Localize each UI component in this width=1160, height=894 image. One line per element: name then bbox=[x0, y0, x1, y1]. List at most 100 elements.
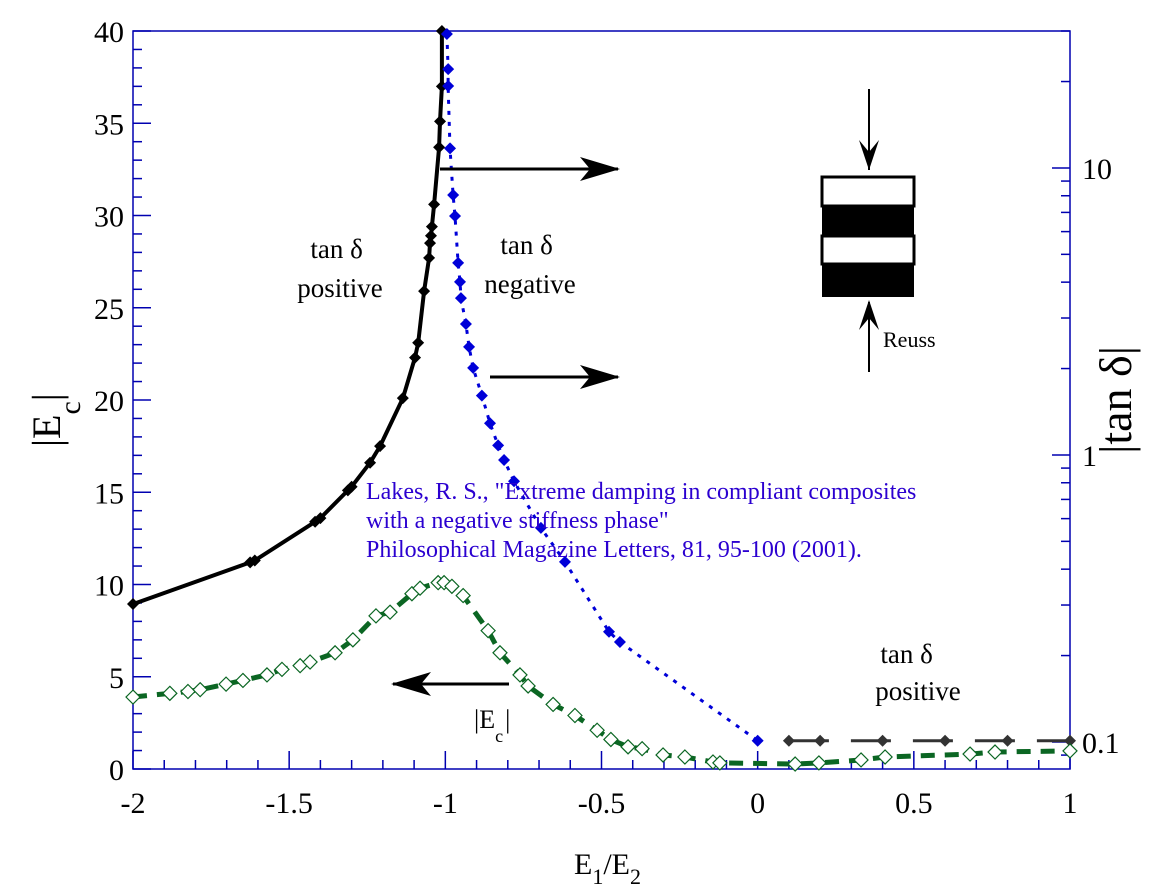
reuss-layer-white-1 bbox=[820, 175, 916, 208]
data-point-marker bbox=[368, 608, 384, 624]
data-point-marker bbox=[814, 734, 827, 747]
data-point-marker bbox=[613, 635, 626, 648]
x-tick-label: 0.5 bbox=[895, 787, 933, 820]
data-point-marker bbox=[475, 389, 488, 402]
x-tick-label: -0.5 bbox=[578, 787, 626, 820]
data-point-marker bbox=[259, 667, 275, 683]
y-left-tick-label: 10 bbox=[94, 570, 124, 603]
annotation-tan-positive-left: tan δ positive bbox=[297, 234, 383, 303]
data-point-marker bbox=[442, 79, 455, 92]
data-point-marker bbox=[455, 587, 471, 604]
data-point-marker bbox=[382, 604, 398, 621]
data-point-marker bbox=[534, 521, 547, 534]
data-point-marker bbox=[424, 237, 437, 250]
data-point-marker bbox=[425, 220, 438, 233]
data-point-marker bbox=[274, 661, 290, 678]
y-left-tick-label: 35 bbox=[94, 108, 124, 141]
data-point-marker bbox=[440, 27, 453, 40]
data-point-marker bbox=[520, 678, 536, 694]
data-point-marker bbox=[620, 739, 636, 755]
data-point-marker bbox=[558, 555, 571, 568]
data-point-marker bbox=[412, 580, 428, 597]
data-point-marker bbox=[235, 672, 251, 689]
data-point-marker bbox=[374, 440, 387, 453]
x-tick-label: -1.5 bbox=[265, 787, 313, 820]
data-point-marker bbox=[634, 740, 650, 757]
reuss-arrow-top-head bbox=[859, 140, 879, 170]
data-point-marker bbox=[302, 654, 318, 670]
data-point-marker bbox=[677, 749, 693, 765]
data-point-marker bbox=[512, 667, 528, 683]
data-point-marker bbox=[449, 210, 462, 223]
y-right-tick-label: 1 bbox=[1082, 440, 1097, 473]
data-point-marker bbox=[463, 340, 476, 353]
data-point-marker bbox=[424, 229, 437, 242]
data-point-marker bbox=[248, 554, 261, 567]
series-1 bbox=[440, 27, 764, 747]
data-point-marker bbox=[751, 734, 764, 747]
reuss-layer-black-1 bbox=[822, 206, 914, 236]
data-point-marker bbox=[459, 317, 472, 330]
data-point-marker bbox=[180, 683, 196, 700]
data-point-marker bbox=[498, 454, 511, 467]
data-point-marker bbox=[787, 756, 803, 772]
data-point-marker bbox=[589, 722, 605, 739]
data-point-marker bbox=[125, 689, 141, 705]
y-right-axis-title: |tan δ| bbox=[1090, 346, 1141, 454]
data-point-marker bbox=[396, 392, 409, 405]
data-point-marker bbox=[345, 632, 361, 648]
y-left-tick-label: 40 bbox=[94, 16, 124, 49]
series-0 bbox=[127, 25, 448, 611]
data-point-marker bbox=[454, 292, 467, 305]
data-point-marker bbox=[434, 115, 447, 128]
data-point-marker bbox=[1064, 734, 1076, 747]
data-point-marker bbox=[428, 198, 441, 211]
data-point-marker bbox=[545, 696, 561, 713]
data-point-marker bbox=[327, 644, 343, 661]
data-point-marker bbox=[492, 439, 505, 452]
reuss-label: Reuss bbox=[883, 327, 936, 352]
data-point-marker bbox=[452, 256, 465, 269]
data-point-marker bbox=[782, 734, 795, 747]
data-point-marker bbox=[412, 336, 425, 349]
data-point-marker bbox=[444, 578, 460, 595]
data-point-marker bbox=[447, 188, 460, 201]
data-point-marker bbox=[423, 251, 436, 264]
series-2 bbox=[782, 734, 1076, 747]
y-left-tick-label: 20 bbox=[94, 385, 124, 418]
data-point-marker bbox=[655, 747, 671, 763]
reuss-arrow-bottom-head bbox=[859, 300, 879, 330]
y-left-tick-label: 30 bbox=[94, 201, 124, 234]
y-right-tick-label: 10 bbox=[1082, 153, 1112, 186]
data-point-marker bbox=[409, 351, 422, 364]
y-left-tick-label: 25 bbox=[94, 293, 124, 326]
data-point-marker bbox=[454, 275, 467, 288]
x-tick-label: 0 bbox=[750, 787, 765, 820]
citation-text: Lakes, R. S., "Extreme damping in compli… bbox=[366, 479, 922, 563]
data-point-marker bbox=[602, 625, 615, 638]
series-line bbox=[445, 33, 759, 742]
data-point-marker bbox=[962, 746, 978, 762]
data-point-marker bbox=[433, 141, 446, 154]
series-line bbox=[132, 580, 1071, 767]
data-point-marker bbox=[345, 480, 358, 493]
annotation-tan-negative: tan δ negative bbox=[484, 230, 575, 299]
y-left-axis-title: |Ec| bbox=[24, 393, 87, 447]
data-point-marker bbox=[467, 361, 480, 374]
data-point-marker bbox=[442, 63, 455, 76]
data-point-marker bbox=[1062, 743, 1078, 759]
reuss-layer-white-2 bbox=[820, 234, 916, 266]
data-point-marker bbox=[480, 622, 496, 639]
y-left-tick-label: 0 bbox=[109, 754, 124, 787]
annotation-ec-label: |Ec| bbox=[474, 705, 510, 746]
data-point-marker bbox=[987, 744, 1003, 760]
data-point-marker bbox=[877, 749, 893, 765]
data-point-marker bbox=[603, 731, 619, 748]
data-point-marker bbox=[567, 707, 583, 724]
data-point-marker bbox=[418, 285, 431, 298]
series-3 bbox=[125, 574, 1078, 772]
data-point-marker bbox=[127, 598, 139, 611]
data-point-marker bbox=[492, 644, 508, 661]
